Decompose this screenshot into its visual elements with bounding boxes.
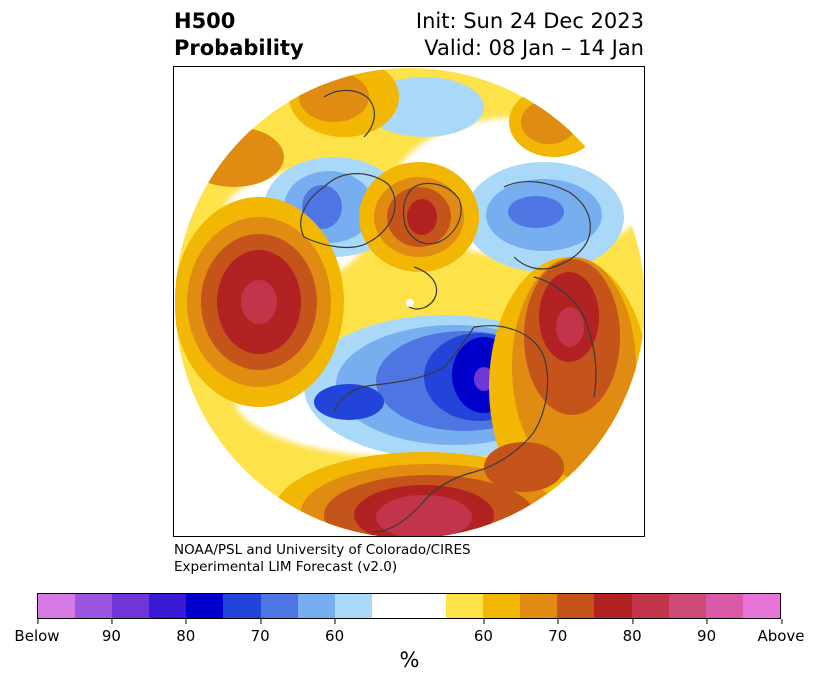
anomaly-field [175, 68, 644, 536]
colorbar-segment [557, 594, 595, 618]
forecast-map [173, 66, 645, 537]
colorbar-segment [446, 594, 484, 618]
title-variable: H500 [174, 9, 236, 33]
colorbar-tick-label: 60 [474, 619, 493, 645]
colorbar-segment [38, 594, 76, 618]
colorbar-segment [334, 594, 372, 618]
colorbar-tick-label: Above [757, 619, 805, 645]
colorbar [37, 593, 781, 619]
colorbar-segment [408, 594, 447, 618]
colorbar-segment [149, 594, 187, 618]
colorbar-tick-label: 60 [325, 619, 344, 645]
colorbar-tick-label: 90 [102, 619, 121, 645]
north-pole-marker [406, 299, 414, 307]
colorbar-segment [186, 594, 224, 618]
title-quantity: Probability [174, 36, 304, 60]
colorbar-tick-label: 80 [623, 619, 642, 645]
colorbar-unit: % [399, 648, 420, 672]
colorbar-segment [260, 594, 298, 618]
credit-text: NOAA/PSL and University of Colorado/CIRE… [174, 542, 471, 576]
colorbar-segment [297, 594, 335, 618]
valid-range: Valid: 08 Jan – 14 Jan [424, 36, 644, 60]
colorbar-segment [668, 594, 706, 618]
colorbar-segment [705, 594, 743, 618]
colorbar-tick-label: 70 [251, 619, 270, 645]
colorbar-segment [742, 594, 780, 618]
chart-title-left: H500 Probability [174, 8, 304, 62]
above-anomaly-arctic [359, 162, 479, 272]
above-anomaly-south [274, 442, 574, 536]
colorbar-segment [520, 594, 558, 618]
colorbar-segment [75, 594, 113, 618]
colorbar-tick-label: 80 [176, 619, 195, 645]
coastlines [300, 89, 597, 533]
above-anomaly-pacific [175, 197, 344, 407]
colorbar-segment [223, 594, 261, 618]
credit-line2: Experimental LIM Forecast (v2.0) [174, 559, 398, 575]
colorbar-segment [112, 594, 150, 618]
below-anomaly-europe [464, 162, 624, 272]
colorbar-tick-label: 70 [548, 619, 567, 645]
credit-line1: NOAA/PSL and University of Colorado/CIRE… [174, 542, 471, 558]
map-svg [175, 68, 644, 536]
colorbar-segment [371, 594, 409, 618]
chart-title-right: Init: Sun 24 Dec 2023 Valid: 08 Jan – 14… [416, 8, 644, 62]
colorbar-segment [631, 594, 669, 618]
colorbar-tick-label: 90 [697, 619, 716, 645]
colorbar-ticks: Below 90 80 70 60 60 70 80 90 Above [14, 619, 805, 645]
colorbar-segment [483, 594, 521, 618]
init-date: Init: Sun 24 Dec 2023 [415, 9, 644, 33]
colorbar-tick-label: Below [14, 619, 60, 645]
colorbar-segment [594, 594, 632, 618]
